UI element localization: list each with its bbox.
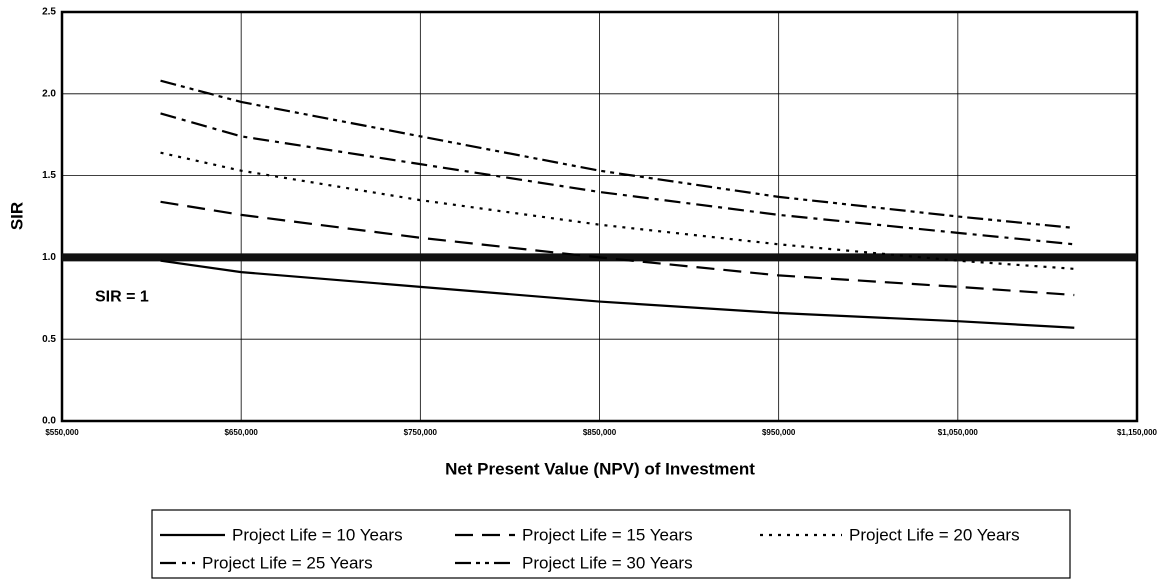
y-tick-label: 1.5 (42, 170, 56, 181)
annotation: SIR = 1 (95, 289, 149, 306)
y-tick-label: 2.0 (42, 88, 56, 99)
legend-label: Project Life = 30 Years (522, 553, 693, 572)
y-tick-label: 0.0 (42, 416, 56, 427)
x-tick-label: $650,000 (224, 428, 258, 437)
series-line (160, 200, 1075, 297)
series-line (160, 79, 1075, 230)
x-tick-label: $1,150,000 (1117, 428, 1158, 437)
series-line (160, 151, 1075, 270)
plot-border (60, 10, 1139, 423)
x-tick-label: $750,000 (404, 428, 438, 437)
x-tick-label: $850,000 (583, 428, 617, 437)
y-tick-label: 1.0 (42, 252, 56, 263)
series-line (160, 259, 1075, 329)
legend-label: Project Life = 15 Years (522, 525, 693, 544)
x-tick-label: $1,050,000 (938, 428, 979, 437)
legend-box (151, 509, 1071, 579)
legend-label: Project Life = 25 Years (202, 553, 373, 572)
y-tick-label: 0.5 (42, 334, 56, 345)
x-axis-title: Net Present Value (NPV) of Investment (445, 459, 755, 478)
series-line (160, 112, 1075, 246)
y-tick-label: 2.5 (42, 7, 56, 18)
x-tick-label: $950,000 (762, 428, 796, 437)
legend-label: Project Life = 20 Years (849, 525, 1020, 544)
x-tick-label: $550,000 (45, 428, 79, 437)
y-axis-title: SIR (7, 202, 26, 230)
legend-label: Project Life = 10 Years (232, 525, 403, 544)
